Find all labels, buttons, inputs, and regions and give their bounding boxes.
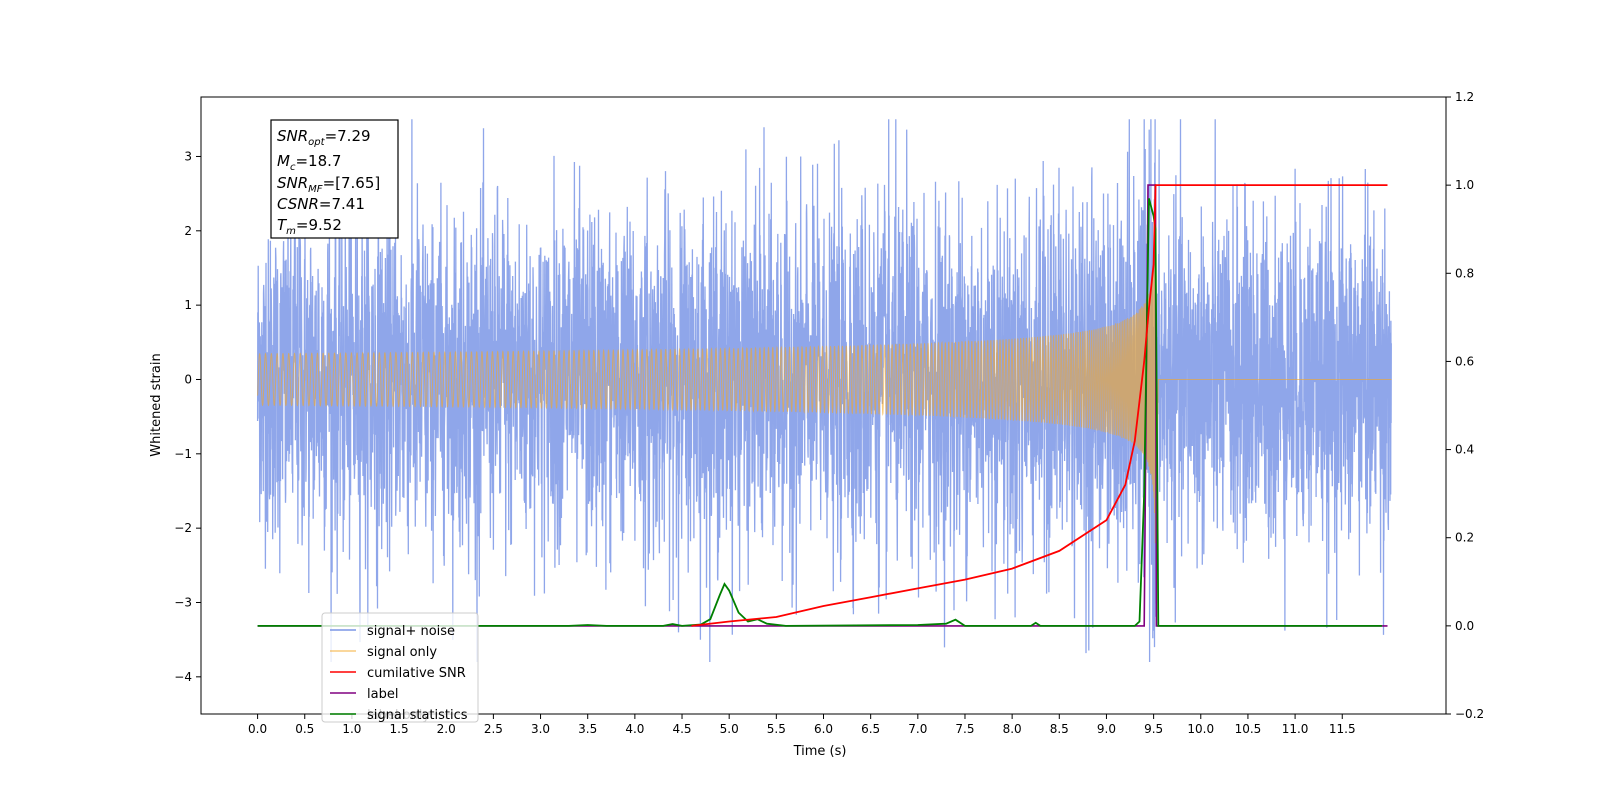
y-left-tick-label: 2 bbox=[184, 224, 192, 238]
y-right-tick-label: 0.0 bbox=[1455, 619, 1474, 633]
legend-label: signal+ noise bbox=[367, 624, 455, 639]
x-tick-label: 3.5 bbox=[578, 722, 597, 736]
x-tick-label: 0.0 bbox=[248, 722, 267, 736]
series-signal-noise-line bbox=[256, 119, 1392, 663]
y-right-tick-label: −0.2 bbox=[1455, 707, 1484, 721]
series-signal-only-line bbox=[257, 209, 1392, 544]
x-tick-label: 4.5 bbox=[672, 722, 691, 736]
x-tick-label: 8.0 bbox=[1003, 722, 1022, 736]
x-tick-label: 10.0 bbox=[1187, 722, 1214, 736]
legend: label only signal+ noise signal only cumila… bbox=[321, 612, 479, 723]
legend-label: signal only bbox=[367, 645, 437, 660]
x-tick-label: 4.0 bbox=[625, 722, 644, 736]
series-cumulative-snr-line bbox=[691, 184, 1388, 627]
info-mc: Mc=18.7 bbox=[277, 152, 341, 173]
info-csnr: CSNR=7.41 bbox=[277, 195, 365, 213]
y-left-tick-label: 3 bbox=[184, 149, 192, 163]
x-tick-label: 3.0 bbox=[531, 722, 550, 736]
x-tick-label: 9.5 bbox=[1144, 722, 1163, 736]
legend-label: signal statistics bbox=[367, 708, 468, 723]
info-snr-mf: SNRMF=[7.65] bbox=[277, 174, 380, 195]
y-left-tick-label: 1 bbox=[184, 298, 192, 312]
x-tick-label: 8.5 bbox=[1050, 722, 1069, 736]
info-snr-opt: SNRopt=7.29 bbox=[277, 127, 371, 148]
x-tick-label: 7.0 bbox=[908, 722, 927, 736]
y-left-tick-label: 0 bbox=[184, 372, 192, 386]
x-axis-title: Time (s) bbox=[793, 744, 847, 759]
series-signal-statistics-line bbox=[257, 198, 1382, 627]
x-tick-label: 6.0 bbox=[814, 722, 833, 736]
x-tick-label: 1.0 bbox=[342, 722, 361, 736]
y-axis-title: Whitened strain bbox=[149, 353, 164, 456]
legend-label: label only bbox=[367, 708, 430, 723]
x-tick-label: 11.0 bbox=[1282, 722, 1309, 736]
y-right-tick-label: 0.2 bbox=[1455, 531, 1474, 545]
legend-label: cumilative SNR bbox=[367, 666, 466, 681]
legend-label: label bbox=[367, 687, 398, 702]
x-tick-label: 2.5 bbox=[484, 722, 503, 736]
x-tick-label: 2.0 bbox=[437, 722, 456, 736]
y-axis-left: 3 2 1 0 −1 −2 −3 −4 bbox=[174, 149, 201, 684]
info-box: SNRopt=7.29 Mc=18.7 SNRMF=[7.65] CSNR=7.… bbox=[270, 119, 399, 239]
y-axis-right: 1.2 1.0 0.8 0.6 0.4 0.2 0.0 −0.2 bbox=[1446, 90, 1484, 721]
y-right-tick-label: 1.2 bbox=[1455, 90, 1474, 104]
x-tick-label: 6.5 bbox=[861, 722, 880, 736]
y-left-tick-label: −3 bbox=[174, 595, 192, 609]
x-tick-label: 11.5 bbox=[1329, 722, 1356, 736]
y-left-tick-label: −4 bbox=[174, 670, 192, 684]
y-left-tick-label: −1 bbox=[174, 447, 192, 461]
y-right-tick-label: 0.4 bbox=[1455, 443, 1474, 457]
info-tm: Tm=9.52 bbox=[277, 216, 342, 237]
y-right-tick-label: 0.6 bbox=[1455, 354, 1474, 368]
y-left-tick-label: −2 bbox=[174, 521, 192, 535]
x-tick-label: 9.0 bbox=[1097, 722, 1116, 736]
x-tick-label: 5.0 bbox=[720, 722, 739, 736]
x-tick-label: 7.5 bbox=[955, 722, 974, 736]
x-tick-label: 10.5 bbox=[1235, 722, 1262, 736]
x-axis: 0.0 0.5 1.0 1.5 2.0 2.5 3.0 3.5 4.0 4.5 5.0 5.5 6.0 6… bbox=[248, 714, 1356, 736]
x-tick-label: 1.5 bbox=[390, 722, 409, 736]
x-tick-label: 0.5 bbox=[295, 722, 314, 736]
data-layer bbox=[256, 119, 1392, 663]
y-right-tick-label: 0.8 bbox=[1455, 266, 1474, 280]
x-tick-label: 5.5 bbox=[767, 722, 786, 736]
y-right-tick-label: 1.0 bbox=[1455, 178, 1474, 192]
